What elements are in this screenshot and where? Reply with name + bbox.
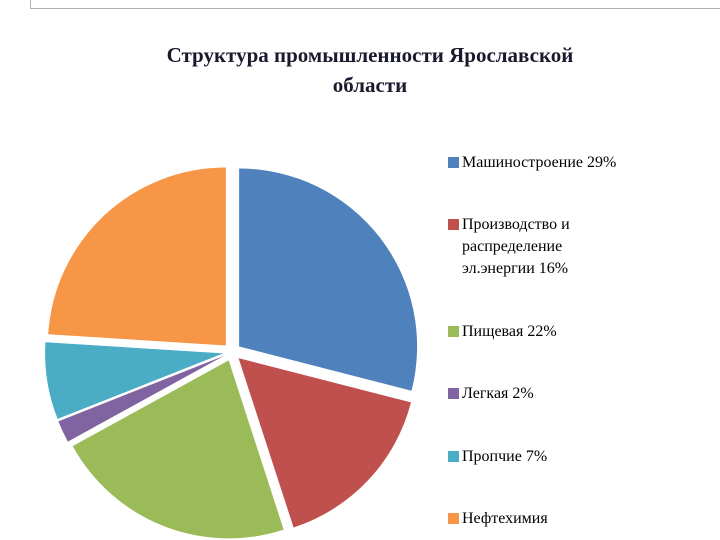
legend-label-energy: Производство и распределение эл.энергии …	[462, 216, 570, 278]
legend-marker-food	[448, 325, 459, 337]
legend-marker-energy	[448, 219, 459, 231]
legend-item-food: Пищевая 22%	[448, 321, 698, 343]
pie-slice-machinery	[239, 168, 418, 391]
legend-item-light: Легкая 2%	[448, 383, 698, 405]
legend-marker-light	[448, 388, 459, 400]
legend-item-energy: Производство и распределение эл.энергии …	[448, 214, 698, 280]
legend-label-machinery: Машиностроение 29%	[462, 154, 617, 171]
legend-label-light: Легкая 2%	[462, 385, 534, 403]
legend-marker-petrochem	[448, 512, 459, 524]
legend-marker-other	[448, 450, 459, 462]
legend-item-machinery: Машиностроение 29%	[448, 152, 698, 174]
legend-marker-machinery	[448, 157, 459, 168]
legend-label-other: Пропчие 7%	[462, 447, 548, 465]
chart-legend: Машиностроение 29% Производство и распред…	[448, 152, 698, 530]
pie-slice-petrochem	[48, 167, 226, 346]
pie-slice-other	[45, 342, 224, 419]
pie-slice-food	[72, 360, 284, 539]
slide-border-tick	[30, 0, 31, 9]
chart-title: Структура промышленности Ярославской обл…	[166, 43, 574, 97]
pie-slice-light	[58, 355, 224, 442]
pie-chart	[45, 167, 418, 539]
legend-label-food: Пищевая 22%	[462, 322, 557, 340]
pie-slice-energy	[238, 358, 411, 528]
legend-item-other: Пропчие 7%	[448, 446, 698, 468]
legend-label-petrochem: Нефтехимия	[462, 509, 548, 527]
slide-border-rule	[30, 8, 720, 9]
legend-item-petrochem: Нефтехимия	[448, 508, 698, 530]
